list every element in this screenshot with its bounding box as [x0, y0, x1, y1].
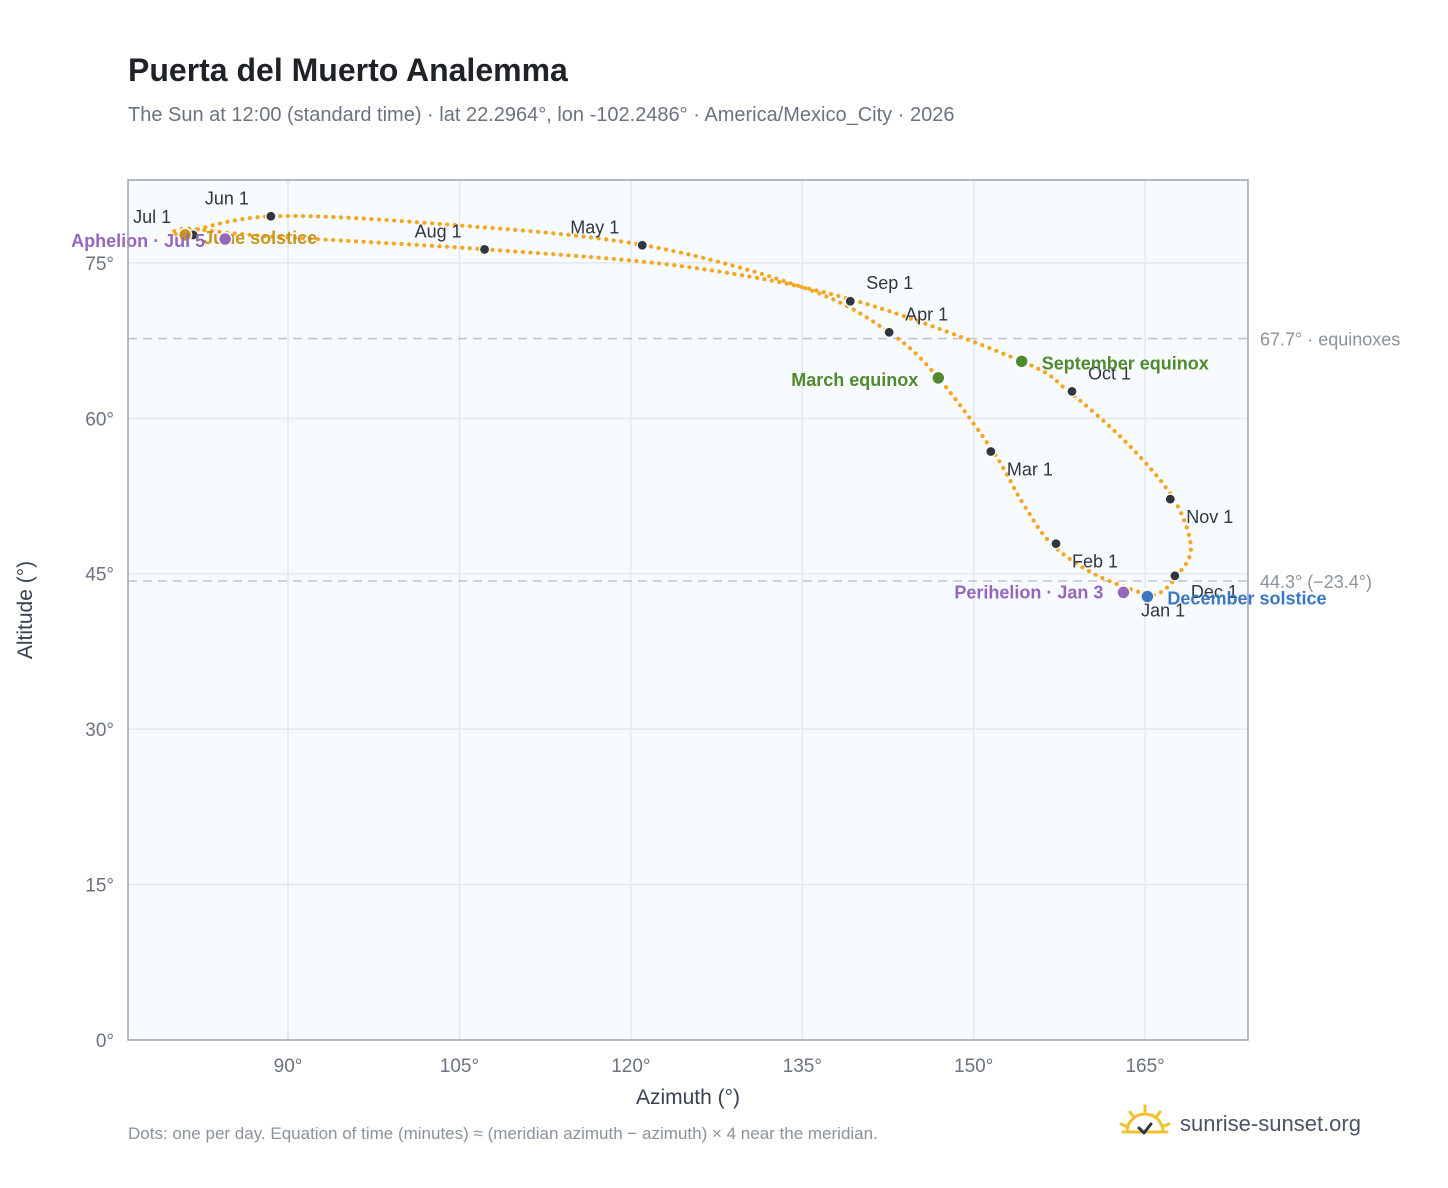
month-label: Apr 1: [905, 304, 948, 324]
month-marker: [478, 243, 491, 256]
event-label: September equinox: [1042, 353, 1209, 373]
chart-subtitle: The Sun at 12:00 (standard time) · lat 2…: [128, 104, 955, 126]
month-label: Oct 1: [1088, 363, 1131, 383]
month-marker: [1169, 570, 1181, 582]
event-marker: [1014, 354, 1029, 369]
reference-line-label: 44.3° (−23.4°): [1260, 572, 1372, 592]
month-marker: [265, 210, 277, 222]
y-tick-label: 15°: [85, 876, 114, 897]
month-marker: [985, 445, 997, 458]
grid-lines: [128, 180, 1248, 1040]
month-label: Jun 1: [205, 188, 249, 208]
event-marker: [1140, 589, 1155, 604]
month-marker: [1050, 538, 1062, 550]
event-label: Aphelion · Jul 5: [71, 231, 205, 251]
event-label: December solstice: [1167, 589, 1326, 609]
month-label: Mar 1: [1007, 459, 1053, 479]
x-axis-label: Azimuth (°): [636, 1086, 740, 1109]
sun-logo-icon: [1119, 1104, 1171, 1135]
x-tick-label: 105°: [440, 1056, 479, 1077]
month-label: Jul 1: [133, 207, 171, 227]
y-tick-label: 30°: [85, 720, 114, 741]
plot-area: [128, 180, 1248, 1040]
plot-frame: [127, 179, 1249, 1041]
x-tick-label: 150°: [954, 1056, 993, 1077]
event-marker: [217, 231, 233, 247]
month-label: Feb 1: [1072, 552, 1118, 572]
reference-line-label: 67.7° · equinoxes: [1260, 330, 1400, 350]
month-label: May 1: [570, 217, 619, 237]
x-tick-label: 135°: [783, 1056, 822, 1077]
event-markers: March equinox September equinox June solst…: [71, 227, 1327, 609]
reference-lines: 67.7° · equinoxes 44.3° (−23.4°): [128, 330, 1400, 592]
y-axis-label: Altitude (°): [14, 561, 37, 659]
event-label: June solstice: [203, 228, 317, 248]
chart-title: Puerta del Muerto Analemma: [128, 52, 568, 88]
month-marker: [1164, 493, 1176, 505]
month-label: Sep 1: [866, 273, 913, 293]
y-tick-label: 45°: [85, 565, 114, 586]
x-tick-label: 90°: [274, 1056, 303, 1077]
axes: 90° 105° 120° 135° 150° 165° 0° 15° 30° 45° 60° 75°…: [14, 254, 1165, 1109]
month-marker: [1066, 385, 1078, 397]
month-label: Nov 1: [1186, 507, 1233, 527]
month-label: Dec 1: [1191, 582, 1238, 602]
y-tick-label: 0°: [96, 1031, 114, 1052]
event-label: March equinox: [791, 370, 918, 390]
x-tick-label: 120°: [611, 1056, 650, 1077]
event-label: Perihelion · Jan 3: [954, 582, 1103, 602]
month-marker: [883, 326, 895, 338]
y-tick-label: 60°: [85, 409, 114, 430]
event-marker: [177, 227, 193, 243]
brand-name: sunrise-sunset.org: [1180, 1111, 1361, 1136]
event-marker: [931, 370, 946, 386]
footnote: Dots: one per day. Equation of time (min…: [128, 1124, 878, 1143]
brand[interactable]: sunrise-sunset.org: [1118, 1102, 1361, 1146]
x-tick-label: 165°: [1125, 1056, 1164, 1077]
event-marker: [1116, 585, 1131, 600]
month-marker: [636, 239, 648, 251]
month-label: Jan 1: [1141, 600, 1185, 620]
y-tick-label: 75°: [85, 254, 114, 275]
month-label: Aug 1: [415, 221, 462, 241]
month-marker: [844, 295, 856, 307]
